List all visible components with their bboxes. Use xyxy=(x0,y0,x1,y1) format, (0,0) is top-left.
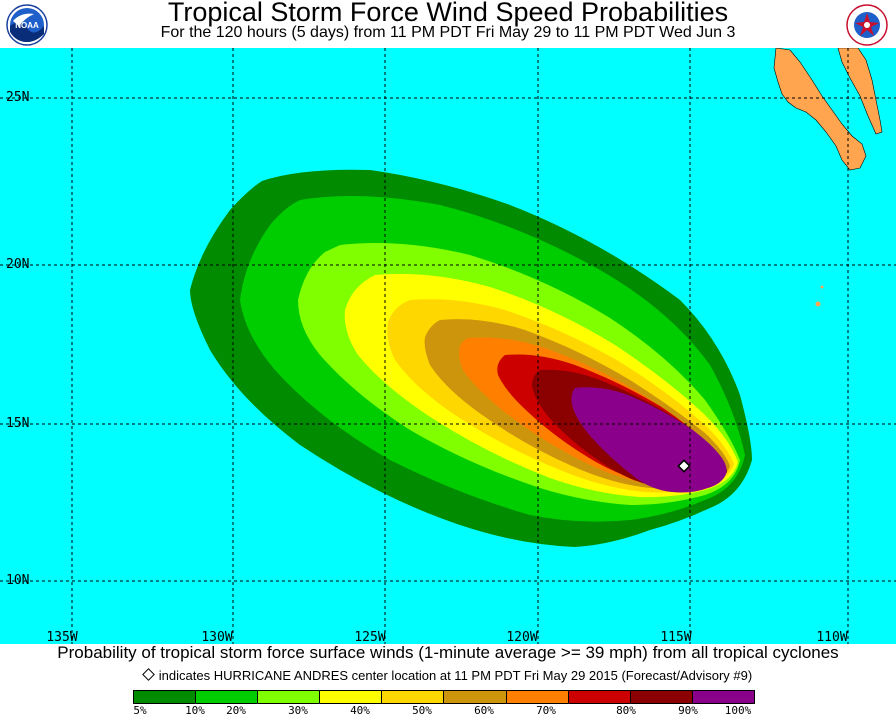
noaa-logo-text: NOAA xyxy=(15,21,39,30)
legend-label: 70% xyxy=(536,704,556,717)
lon-label-130w: 130W xyxy=(201,630,233,644)
legend-swatch xyxy=(506,691,569,703)
probability-map: 25N 20N 15N 10N 135W 130W 125W 120W 115W… xyxy=(0,48,896,644)
legend-swatch xyxy=(444,691,507,703)
legend-label: 20% xyxy=(226,704,246,717)
legend-swatch xyxy=(320,691,383,703)
legend-label: 40% xyxy=(350,704,370,717)
lat-label-25n: 25N xyxy=(6,90,30,105)
island xyxy=(820,285,824,289)
legend-swatch xyxy=(258,691,321,703)
legend-label: 30% xyxy=(288,704,308,717)
map-svg xyxy=(0,48,896,644)
legend-swatch xyxy=(568,691,631,703)
storm-center-marker-icon xyxy=(677,459,691,473)
legend-label: 90% xyxy=(678,704,698,717)
header: NOAA Tropical Storm Force Wind Speed Pro… xyxy=(0,0,896,48)
lon-label-110w: 110W xyxy=(816,630,848,644)
legend-swatch xyxy=(134,691,197,703)
lon-label-135w: 135W xyxy=(46,630,78,644)
lon-label-115w: 115W xyxy=(660,630,692,644)
lat-label-15n: 15N xyxy=(6,416,30,431)
lat-label-20n: 20N xyxy=(6,257,30,272)
probability-contours xyxy=(190,169,752,547)
storm-location-note: indicates HURRICANE ANDRES center locati… xyxy=(0,668,896,683)
page-subtitle: For the 120 hours (5 days) from 11 PM PD… xyxy=(160,24,736,41)
island xyxy=(815,301,821,307)
legend-swatch xyxy=(382,691,445,703)
legend-label: 10% xyxy=(185,704,205,717)
map-caption: Probability of tropical storm force surf… xyxy=(57,643,839,662)
legend-swatch xyxy=(692,691,754,703)
page-title: Tropical Storm Force Wind Speed Probabil… xyxy=(167,0,729,27)
legend-label: 5% xyxy=(133,704,147,717)
nws-logo-icon xyxy=(846,4,888,46)
legend-label: 100% xyxy=(724,704,752,717)
storm-location-text: indicates HURRICANE ANDRES center locati… xyxy=(158,668,753,683)
baja-california-land xyxy=(773,48,883,171)
legend-label: 60% xyxy=(474,704,494,717)
legend-label: 50% xyxy=(412,704,432,717)
noaa-logo-icon: NOAA xyxy=(6,4,48,46)
legend-label: 80% xyxy=(616,704,636,717)
graticule xyxy=(0,48,896,644)
diamond-icon xyxy=(141,668,155,681)
legend-swatch xyxy=(630,691,693,703)
lon-label-120w: 120W xyxy=(506,630,538,644)
lon-label-125w: 125W xyxy=(354,630,386,644)
lat-label-10n: 10N xyxy=(6,573,30,588)
probability-legend xyxy=(133,690,755,704)
legend-swatch xyxy=(196,691,259,703)
